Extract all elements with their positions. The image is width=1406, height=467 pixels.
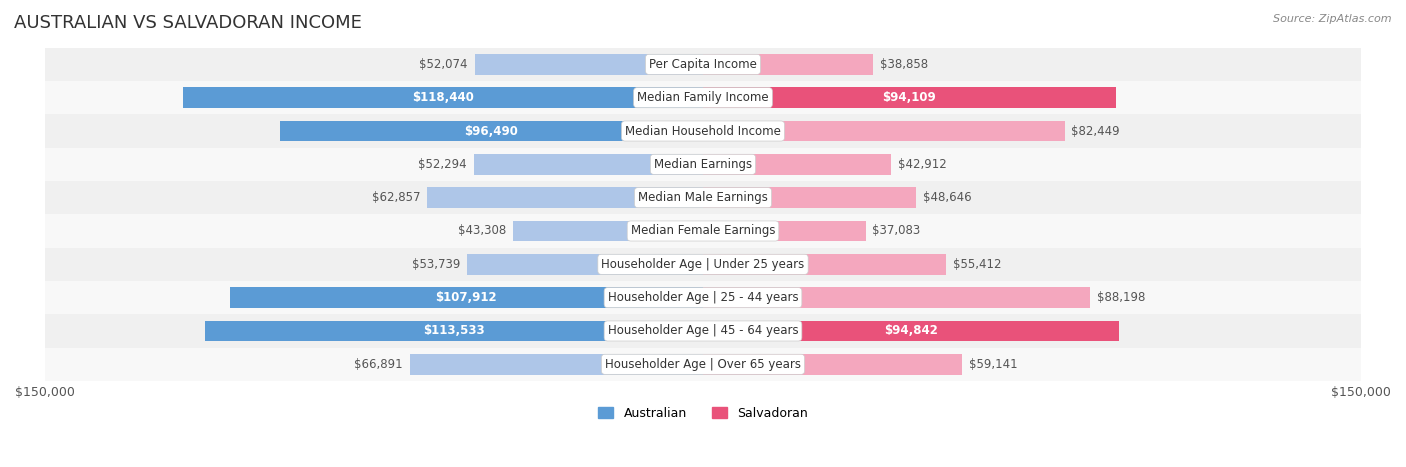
Text: $38,858: $38,858 (880, 58, 928, 71)
Text: Median Female Earnings: Median Female Earnings (631, 225, 775, 238)
Text: $59,141: $59,141 (969, 358, 1018, 371)
Text: Median Household Income: Median Household Income (626, 125, 780, 137)
Bar (229, 287, 703, 308)
FancyBboxPatch shape (45, 148, 1361, 181)
FancyBboxPatch shape (45, 214, 1361, 248)
Bar (703, 221, 866, 241)
Bar (409, 354, 703, 375)
Bar (703, 187, 917, 208)
Bar (703, 321, 1119, 341)
Text: Median Family Income: Median Family Income (637, 91, 769, 104)
Text: $66,891: $66,891 (354, 358, 404, 371)
FancyBboxPatch shape (45, 248, 1361, 281)
Bar (703, 54, 873, 75)
Text: $88,198: $88,198 (1097, 291, 1144, 304)
Bar (475, 54, 703, 75)
Text: Median Earnings: Median Earnings (654, 158, 752, 171)
FancyBboxPatch shape (45, 48, 1361, 81)
Text: $107,912: $107,912 (436, 291, 498, 304)
Text: Householder Age | Over 65 years: Householder Age | Over 65 years (605, 358, 801, 371)
Text: AUSTRALIAN VS SALVADORAN INCOME: AUSTRALIAN VS SALVADORAN INCOME (14, 14, 361, 32)
FancyBboxPatch shape (45, 81, 1361, 114)
Text: $48,646: $48,646 (922, 191, 972, 204)
Text: $42,912: $42,912 (898, 158, 946, 171)
Text: Householder Age | Under 25 years: Householder Age | Under 25 years (602, 258, 804, 271)
Text: Median Male Earnings: Median Male Earnings (638, 191, 768, 204)
Text: $53,739: $53,739 (412, 258, 461, 271)
Text: $113,533: $113,533 (423, 325, 485, 338)
Text: $37,083: $37,083 (872, 225, 921, 238)
Text: Householder Age | 25 - 44 years: Householder Age | 25 - 44 years (607, 291, 799, 304)
Bar (427, 187, 703, 208)
Text: $96,490: $96,490 (464, 125, 519, 137)
FancyBboxPatch shape (45, 181, 1361, 214)
Text: $94,842: $94,842 (884, 325, 938, 338)
Text: $52,074: $52,074 (419, 58, 468, 71)
Bar (513, 221, 703, 241)
Text: Source: ZipAtlas.com: Source: ZipAtlas.com (1274, 14, 1392, 24)
Bar (205, 321, 703, 341)
Bar (703, 87, 1116, 108)
Bar (703, 120, 1064, 142)
Text: $118,440: $118,440 (412, 91, 474, 104)
Legend: Australian, Salvadoran: Australian, Salvadoran (593, 402, 813, 425)
Bar (467, 254, 703, 275)
Text: $94,109: $94,109 (883, 91, 936, 104)
Text: $43,308: $43,308 (458, 225, 506, 238)
Text: Householder Age | 45 - 64 years: Householder Age | 45 - 64 years (607, 325, 799, 338)
FancyBboxPatch shape (45, 281, 1361, 314)
FancyBboxPatch shape (45, 114, 1361, 148)
Text: $82,449: $82,449 (1071, 125, 1121, 137)
Text: Per Capita Income: Per Capita Income (650, 58, 756, 71)
FancyBboxPatch shape (45, 347, 1361, 381)
Bar (703, 354, 963, 375)
Bar (703, 254, 946, 275)
Bar (280, 120, 703, 142)
Bar (703, 287, 1090, 308)
Bar (474, 154, 703, 175)
Bar (183, 87, 703, 108)
Text: $55,412: $55,412 (953, 258, 1001, 271)
FancyBboxPatch shape (45, 314, 1361, 347)
Bar (703, 154, 891, 175)
Text: $62,857: $62,857 (373, 191, 420, 204)
Text: $52,294: $52,294 (419, 158, 467, 171)
